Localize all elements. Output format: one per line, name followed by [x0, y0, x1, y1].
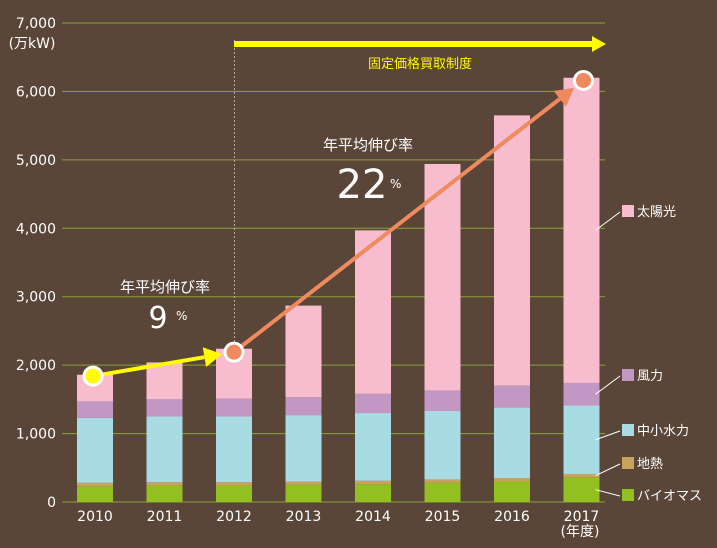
bar-segment — [355, 393, 391, 414]
growth-before-value: 9 — [148, 301, 167, 336]
growth-after-unit: % — [390, 177, 401, 191]
bar-segment — [285, 481, 322, 485]
growth-point-2017 — [573, 69, 594, 91]
x-tick-label: 2011 — [147, 509, 183, 525]
legend-leader — [595, 375, 621, 395]
legend-swatch — [622, 424, 634, 436]
x-tick-label: 2010 — [77, 509, 113, 525]
bar-segment — [285, 484, 322, 502]
fit-period-arrow — [234, 36, 606, 52]
y-tick-label: 7,000 — [16, 16, 56, 32]
growth-before-unit: % — [176, 309, 187, 323]
bar-segment — [424, 390, 461, 411]
stacked-bars — [77, 77, 600, 502]
bar-segment — [424, 479, 461, 483]
legend-label: 中小水力 — [637, 424, 689, 439]
bar-segment — [216, 398, 252, 417]
y-axis-unit-label: (万kW) — [9, 36, 56, 52]
legend-swatch — [622, 457, 634, 469]
bar-segment — [146, 482, 183, 486]
growth-arrow-before-shaft — [92, 355, 205, 379]
y-axis-ticks: 0 1,000 2,000 3,000 4,000 5,000 6,000 7,000 — [16, 16, 56, 511]
bar-segment — [146, 399, 183, 417]
bar-segment — [563, 473, 600, 478]
bar-segment — [494, 481, 530, 502]
bar-segment — [285, 415, 322, 482]
x-axis-unit-label: (年度) — [561, 524, 600, 540]
bar-segment — [494, 385, 530, 408]
legend-swatch — [622, 205, 634, 217]
bar-segment — [355, 413, 391, 481]
growth-point-2010 — [82, 365, 104, 387]
bar-segment — [77, 486, 113, 502]
x-tick-label: 2016 — [494, 509, 530, 525]
legend-swatch — [622, 369, 634, 381]
y-tick-label: 5,000 — [16, 153, 56, 169]
y-tick-label: 0 — [47, 495, 56, 511]
legend-label: 太陽光 — [637, 205, 676, 220]
bar-segment — [355, 484, 391, 502]
x-tick-label: 2012 — [216, 509, 252, 525]
bar-segment — [216, 485, 252, 502]
growth-point-2012 — [223, 341, 245, 363]
legend: バイオマス 地熱 中小水力 風力 太陽光 — [595, 205, 702, 504]
bar-segment — [563, 477, 600, 502]
fit-label: 固定価格買取制度 — [368, 56, 472, 72]
x-tick-label: 2017 — [564, 509, 600, 525]
bar-segment — [355, 480, 391, 485]
bar-segment — [216, 416, 252, 483]
legend-label: バイオマス — [637, 489, 702, 504]
growth-arrow-after-shaft — [232, 97, 562, 354]
legend-label: 地熱 — [637, 457, 663, 472]
y-tick-label: 2,000 — [16, 358, 56, 374]
x-tick-label: 2015 — [425, 509, 461, 525]
bar-segment — [146, 485, 183, 502]
growth-arrow-before-head — [202, 347, 223, 368]
bar-segment — [563, 382, 600, 406]
bar-segment — [285, 397, 322, 416]
bar-segment — [146, 362, 183, 400]
x-axis-ticks: 2010 2011 2012 2013 2014 2015 2016 2017 — [77, 509, 599, 525]
growth-after-value: 22 — [337, 162, 388, 208]
bar-segment — [355, 230, 391, 394]
bar-segment — [494, 478, 530, 482]
bar-segment — [146, 416, 183, 483]
y-tick-label: 1,000 — [16, 427, 56, 443]
bar-segment — [285, 305, 322, 398]
bar-segment — [77, 482, 113, 487]
bar-segment — [424, 482, 461, 502]
legend-leader — [595, 211, 621, 231]
legend-label: 風力 — [637, 369, 663, 384]
bar-segment — [424, 410, 461, 480]
bar-segment — [563, 77, 600, 383]
y-tick-label: 3,000 — [16, 290, 56, 306]
fit-arrow-head — [592, 36, 606, 52]
y-tick-label: 4,000 — [16, 221, 56, 237]
legend-swatch — [622, 489, 634, 501]
bar-segment — [563, 405, 600, 474]
bar-segment — [216, 482, 252, 486]
legend-leader — [595, 489, 621, 497]
bar-segment — [494, 407, 530, 479]
bar-segment — [494, 115, 530, 386]
bar-segment — [77, 417, 113, 483]
growth-arrows — [82, 69, 594, 387]
growth-before-label: 年平均伸び率 — [120, 278, 210, 296]
x-tick-label: 2013 — [286, 509, 322, 525]
y-tick-label: 6,000 — [16, 84, 56, 100]
growth-after-label: 年平均伸び率 — [323, 136, 413, 154]
legend-leader — [595, 463, 621, 477]
bar-segment — [77, 401, 113, 418]
x-tick-label: 2014 — [355, 509, 391, 525]
legend-leader — [595, 430, 621, 441]
growth-arrow-after-head — [553, 87, 575, 107]
